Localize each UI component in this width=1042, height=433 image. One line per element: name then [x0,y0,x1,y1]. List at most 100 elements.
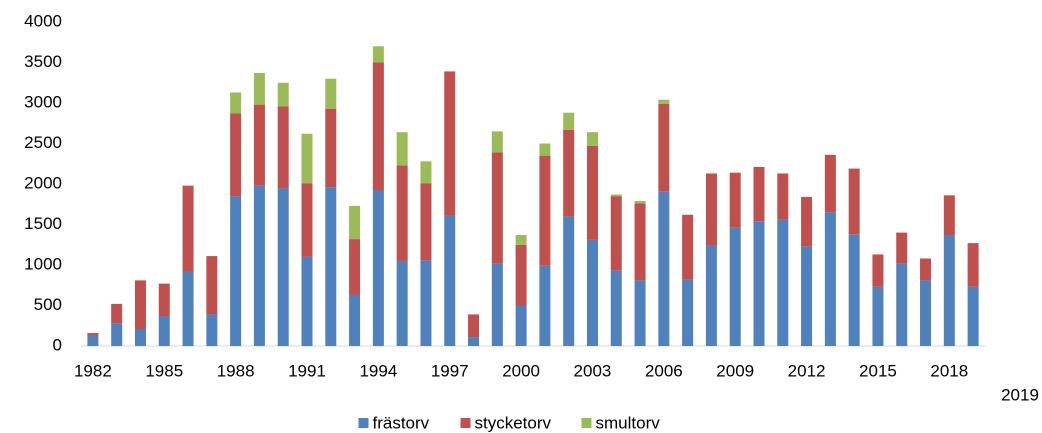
bar-segment [586,145,598,240]
bar-segment [586,132,598,146]
bar-segment [468,337,480,346]
bar-segment [396,132,408,166]
bar-segment [349,294,361,346]
legend-label: stycketorv [475,413,552,432]
bar-segment [134,328,146,346]
bar-segment [634,280,646,346]
bar-segment [539,143,551,156]
legend-label: smultorv [596,413,661,432]
x-tick-label: 1985 [145,361,183,380]
bar-segment [111,323,123,346]
legend-label: frästorv [373,413,430,432]
bar-segment [111,303,123,324]
bar-segment [848,168,860,235]
bar-segment [920,258,932,281]
bar-segment [563,112,575,130]
y-tick-label: 1000 [24,254,62,273]
bar-segment [491,131,503,153]
bar-segment [896,232,908,264]
x-tick-label: 2018 [930,361,968,380]
bar-segment [158,283,170,317]
bar-segment [943,235,955,346]
x-tick-label: 1991 [288,361,326,380]
bar-segment [396,165,408,261]
bar-segment [325,78,337,109]
bar-segment [182,185,194,272]
bar-segment [515,235,527,245]
bar-segment [253,185,265,346]
bar-segment [301,256,313,346]
bar-segment [777,219,789,346]
bar-segment [777,173,789,220]
bar-segment [372,190,384,346]
y-tick-label: 2500 [24,133,62,152]
bar-segment [753,166,765,222]
x-tick-label: 2019 [1001,385,1039,404]
bar-segment [182,271,194,346]
bar-segment [610,196,622,271]
y-tick-label: 500 [34,295,62,314]
bar-segment [801,196,813,247]
bar-segment [87,333,99,336]
bar-segment [253,104,265,186]
bar-segment [372,46,384,63]
bar-segment [206,256,218,315]
bar-segment [491,263,503,346]
bar-segment [634,203,646,281]
bar-segment [372,62,384,191]
x-tick-label: 2015 [859,361,897,380]
bar-segment [206,314,218,346]
bar-segment [420,183,432,261]
bar-segment [848,234,860,346]
bar-segment [563,129,575,217]
bar-segment [753,221,765,346]
y-tick-label: 3000 [24,92,62,111]
bar-segment [277,82,289,107]
bar-segment [658,99,670,104]
bar-segment [301,133,313,184]
bar-segment [610,270,622,346]
x-tick-label: 2012 [788,361,826,380]
bar-segment [824,212,836,346]
bar-segment [420,161,432,184]
y-tick-label: 2000 [24,173,62,192]
y-tick-label: 3500 [24,52,62,71]
x-tick-label: 1997 [431,361,469,380]
bar-segment [539,155,551,266]
bar-segment [349,205,361,240]
bar-segment [277,106,289,189]
bar-segment [444,71,456,216]
bar-segment [682,214,694,280]
bar-segment [872,286,884,346]
bar-segment [658,103,670,192]
bar-segment [515,244,527,306]
bar-segment [563,216,575,346]
bar-segment [444,215,456,346]
bar-segment [729,227,741,346]
bar-segment [682,279,694,346]
bar-segment [230,92,242,114]
bar-segment [801,246,813,346]
bar-segment [705,173,717,246]
bar-segment [896,263,908,346]
x-tick-label: 2009 [716,361,754,380]
bar-segment [515,305,527,346]
bar-segment [967,243,979,287]
bar-segment [586,239,598,346]
y-tick-label: 0 [53,335,62,354]
bar-segment [872,254,884,287]
x-tick-label: 2006 [645,361,683,380]
bar-segment [824,154,836,213]
bar-segment [134,280,146,329]
x-tick-label: 1994 [359,361,397,380]
bar-segment [277,188,289,346]
bar-segment [349,239,361,295]
x-tick-label: 1988 [217,361,255,380]
bar-segment [301,183,313,257]
y-tick-label: 4000 [24,11,62,30]
bar-segment [705,245,717,346]
bar-segment [253,73,265,105]
bar-segment [87,335,99,346]
bar-segment [230,196,242,346]
